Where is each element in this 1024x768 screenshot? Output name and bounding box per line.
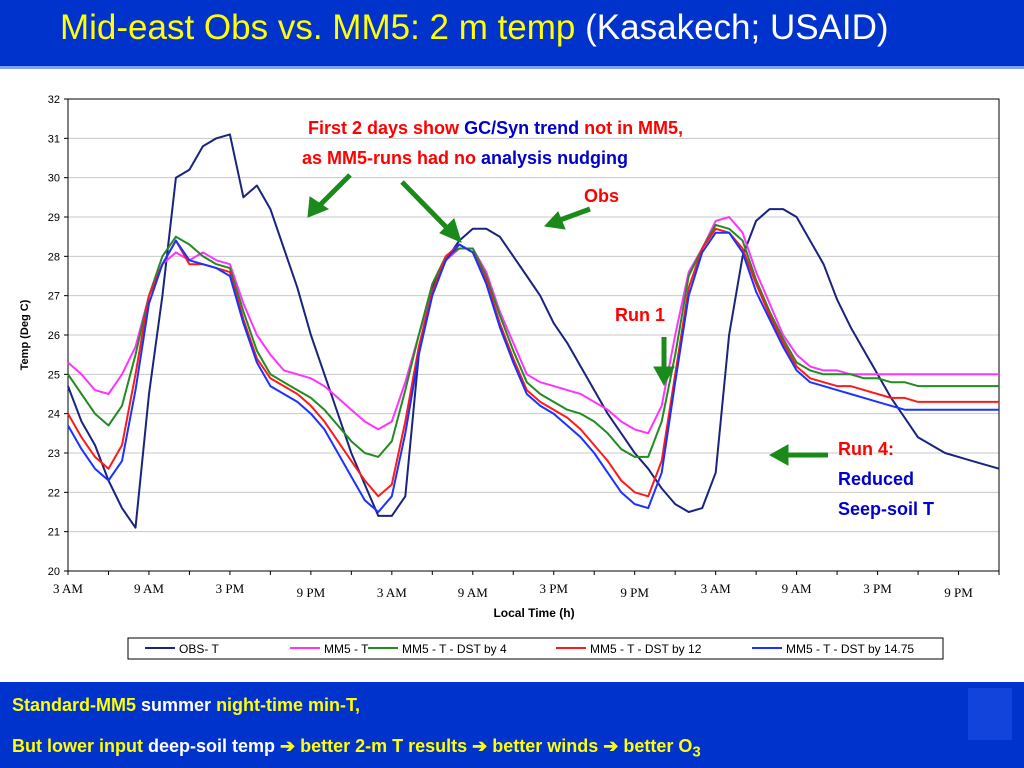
y-tick-label: 25 <box>48 369 60 381</box>
x-axis-title: Local Time (h) <box>493 606 574 620</box>
series-line-obs <box>67 133 1000 529</box>
temperature-chart: 20 21 22 23 24 25 26 27 28 29 30 31 32 3 AM 9 AM 3 PM 9 … <box>0 69 1024 683</box>
annotation-arrows <box>307 173 828 466</box>
arrow-obs-shaft <box>559 206 591 223</box>
annotation-run1: Run 1 <box>615 305 665 325</box>
arrow-gc-left-head <box>307 196 330 218</box>
x-tick-label: 3 PM <box>863 581 892 596</box>
footer-l1-c: night-time min-T, <box>216 695 361 715</box>
footer-l2-c: better 2-m T results <box>295 736 473 756</box>
arrow-obs-head <box>543 211 566 230</box>
arrow-gc-right-shaft <box>400 180 452 233</box>
y-tick-label: 23 <box>48 448 60 460</box>
y-tick-label: 24 <box>48 409 60 421</box>
y-tick-label: 31 <box>48 133 60 145</box>
y-axis-title: Temp (Deg C) <box>19 299 31 370</box>
y-tick-label: 32 <box>48 94 60 106</box>
x-tick-label: 9 PM <box>620 585 649 600</box>
annotation-line1: First 2 days show GC/Syn trend not in MM… <box>308 118 683 138</box>
x-tick-label: 3 AM <box>53 581 83 596</box>
annotation-line2: as MM5-runs had no analysis nudging <box>302 148 628 168</box>
footer-l1-a: Standard-MM5 <box>12 695 142 715</box>
x-tick-label: 9 AM <box>458 585 488 600</box>
arrow-right-icon: ➔ <box>472 736 488 756</box>
x-tick-label: 9 AM <box>134 581 164 596</box>
legend-label-dst1475: MM5 - T - DST by 14.75 <box>786 642 914 656</box>
x-tick-label: 3 PM <box>539 581 568 596</box>
corner-logo <box>968 688 1012 740</box>
title-suffix: (Kasakech; USAID) <box>585 8 889 47</box>
legend-box <box>127 637 944 660</box>
footer-l2-a: But lower input <box>12 736 148 756</box>
annotation-run4-line2: Reduced <box>838 469 914 489</box>
title-bar: Mid-east Obs vs. MM5: 2 m temp (Kasakech… <box>0 0 1024 66</box>
footer-l2-d: better winds <box>487 736 604 756</box>
footer-line-1: Standard-MM5 summer night-time min-T, <box>12 695 360 716</box>
footer-l2-b: deep-soil temp <box>147 736 281 756</box>
footer-l1-b: summer <box>141 695 217 715</box>
legend-label-mm5: MM5 - T <box>324 642 369 656</box>
y-tick-label: 26 <box>48 330 60 342</box>
series-line-dst12 <box>67 227 999 498</box>
annotation-obs: Obs <box>584 186 619 206</box>
y-tick-label: 28 <box>48 251 60 263</box>
x-tick-label: 9 PM <box>944 585 973 600</box>
annotation-run4-line3: Seep-soil T <box>838 499 934 519</box>
y-tick-label: 30 <box>48 173 60 185</box>
legend-label-dst12: MM5 - T - DST by 12 <box>590 642 702 656</box>
footer: Standard-MM5 summer night-time min-T, Bu… <box>0 682 1024 768</box>
arrow-right-icon: ➔ <box>280 736 296 756</box>
legend-label-obs: OBS- T <box>179 642 219 656</box>
legend-label-dst4: MM5 - T - DST by 4 <box>402 642 507 656</box>
arrow-right-icon: ➔ <box>603 736 619 756</box>
footer-l2-subscript: 3 <box>692 743 701 761</box>
annotation-line1-red2: not in MM5, <box>579 118 683 138</box>
y-tick-label: 22 <box>48 487 60 499</box>
legend: OBS- T MM5 - T MM5 - T - DST by 4 MM5 - T -… <box>127 637 944 660</box>
footer-line-2: But lower input deep-soil temp ➔ better … <box>12 736 701 761</box>
x-tick-label: 3 AM <box>377 585 407 600</box>
series-line-dst4 <box>67 223 999 458</box>
annotation-line2-blue: analysis nudging <box>481 148 628 168</box>
slide-title: Mid-east Obs vs. MM5: 2 m temp (Kasakech… <box>60 8 889 48</box>
annotation-line2-red: as MM5-runs had no <box>302 148 481 168</box>
x-tick-label: 3 AM <box>701 581 731 596</box>
x-tick-label: 3 PM <box>216 581 245 596</box>
y-tick-label: 27 <box>48 291 60 303</box>
arrow-gc-right-head <box>439 218 462 243</box>
y-tick-label: 21 <box>48 527 60 539</box>
y-tick-label: 20 <box>48 566 60 578</box>
arrow-run1-head <box>653 366 675 387</box>
annotation-run4-title: Run 4: <box>838 439 894 459</box>
footer-l2-e: better O <box>618 736 693 756</box>
arrow-run4-head <box>768 444 789 466</box>
series-line-mm5 <box>67 216 999 435</box>
annotation-line1-red: First 2 days show <box>308 118 464 138</box>
annotation-line1-blue: GC/Syn trend <box>464 118 579 138</box>
arrow-gc-left-shaft <box>316 173 352 209</box>
x-tick-label: 9 AM <box>782 581 812 596</box>
series-line-dst1475 <box>67 231 999 513</box>
y-tick-label: 29 <box>48 212 60 224</box>
title-main: Mid-east Obs vs. MM5: 2 m temp <box>60 8 576 47</box>
chart-panel: 20 21 22 23 24 25 26 27 28 29 30 31 32 3 AM 9 AM 3 PM 9 … <box>0 66 1024 683</box>
x-tick-label: 9 PM <box>297 585 326 600</box>
